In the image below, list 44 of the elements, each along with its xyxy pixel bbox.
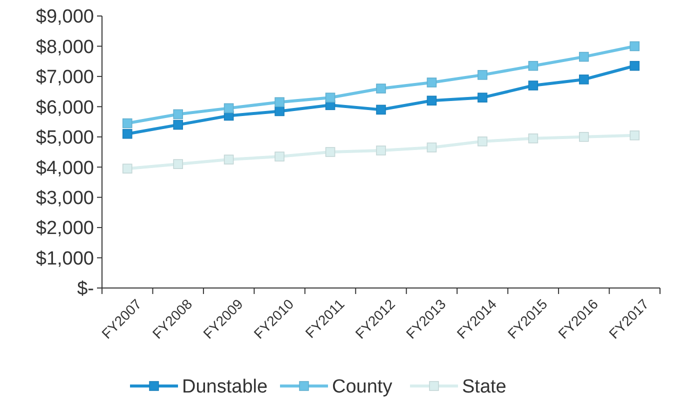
point [579,132,589,142]
legend-label: County [332,376,393,398]
point [478,92,488,102]
point [528,80,538,90]
y-tick-label: $9,000 [36,6,94,28]
y-tick-label: $1,000 [36,248,94,270]
point [426,142,437,152]
point [325,92,336,102]
legend-label: Dunstable [182,376,268,398]
point [426,96,437,106]
point [579,52,589,62]
point [528,60,538,71]
point [528,134,538,144]
point [630,130,640,140]
y-tick-label: $8,000 [36,36,94,58]
point [630,60,640,71]
point [274,152,284,162]
y-tick-label: $6,000 [36,97,94,118]
point [224,103,234,114]
point [173,159,183,169]
point [478,136,488,146]
y-tick-label: $3,000 [36,188,94,209]
y-tick-label: $5,000 [36,128,94,149]
point [122,128,132,139]
point [224,154,234,164]
point [325,147,336,157]
point [173,109,183,120]
y-tick-label: $2,000 [36,218,94,240]
point [376,84,386,94]
y-tick-label: $- [77,278,94,300]
point [426,78,437,88]
point [274,106,284,116]
point [274,97,284,108]
point [122,164,132,174]
y-tick-label: $7,000 [36,67,94,88]
legend-label: State [462,376,506,398]
point [376,104,386,115]
point [630,41,640,52]
point [173,120,183,130]
point [579,74,589,84]
point [122,118,132,128]
point [376,146,386,156]
y-tick-label: $4,000 [36,158,94,179]
point [478,70,488,80]
